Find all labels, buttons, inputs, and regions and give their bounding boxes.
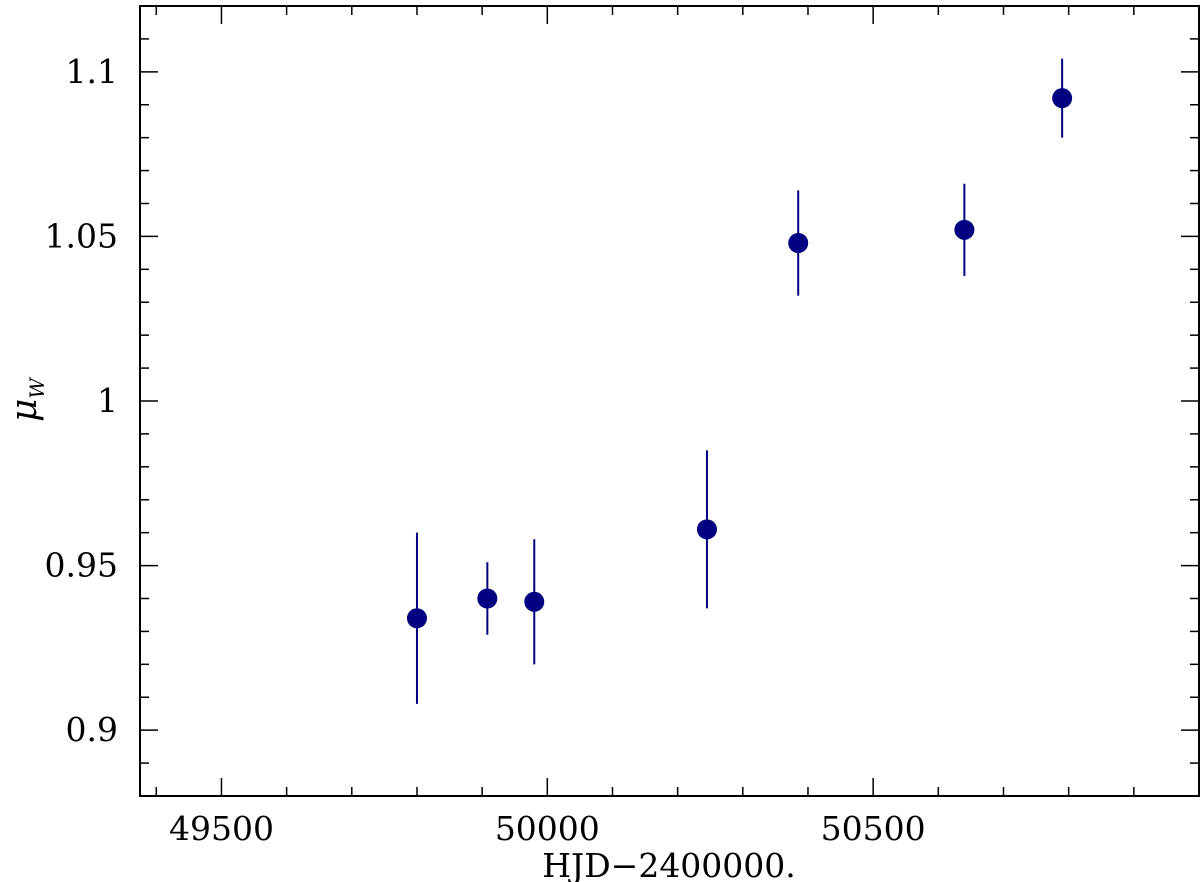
y-axis-label-symbol: μ [4, 399, 45, 422]
x-axis-label: HJD−2400000. [542, 846, 796, 882]
data-point [406, 532, 427, 704]
data-point [524, 539, 545, 665]
y-tick-label: 1.05 [45, 216, 118, 255]
y-tick-label: 0.9 [66, 710, 118, 749]
x-tick-label: 50000 [495, 809, 600, 848]
point-marker [788, 233, 809, 253]
y-tick-label: 1.1 [66, 52, 118, 91]
data-points [406, 58, 1073, 704]
data-point [954, 183, 975, 276]
point-marker [524, 591, 545, 612]
point-marker [477, 588, 498, 609]
y-axis-label-subscript: W [25, 377, 49, 399]
y-axis-label: μW [4, 377, 49, 422]
data-point [477, 562, 498, 635]
data-point [1052, 58, 1073, 138]
svg-text:μW: μW [4, 377, 49, 422]
y-tick-label: 1 [97, 381, 118, 420]
data-point [788, 190, 809, 296]
x-tick-label: 49500 [169, 809, 274, 848]
axis-tick-labels: 49500 50000 50500 0.9 0.95 1 1.05 1.1 [45, 52, 926, 848]
y-tick-label: 0.95 [45, 546, 118, 585]
x-tick-label: 50500 [821, 809, 926, 848]
plot-frame [139, 5, 1200, 797]
data-point [696, 450, 717, 609]
point-marker [954, 219, 975, 240]
axis-ticks [140, 6, 1199, 796]
point-marker [1052, 88, 1073, 109]
point-marker [696, 519, 717, 540]
point-marker [406, 608, 427, 629]
